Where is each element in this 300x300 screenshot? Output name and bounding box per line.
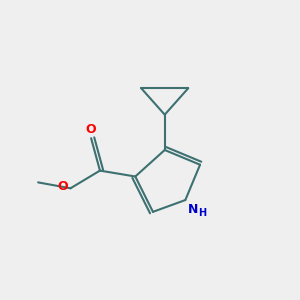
Text: O: O	[58, 180, 68, 193]
Text: H: H	[198, 208, 206, 218]
Text: O: O	[86, 123, 96, 136]
Text: N: N	[188, 203, 198, 216]
